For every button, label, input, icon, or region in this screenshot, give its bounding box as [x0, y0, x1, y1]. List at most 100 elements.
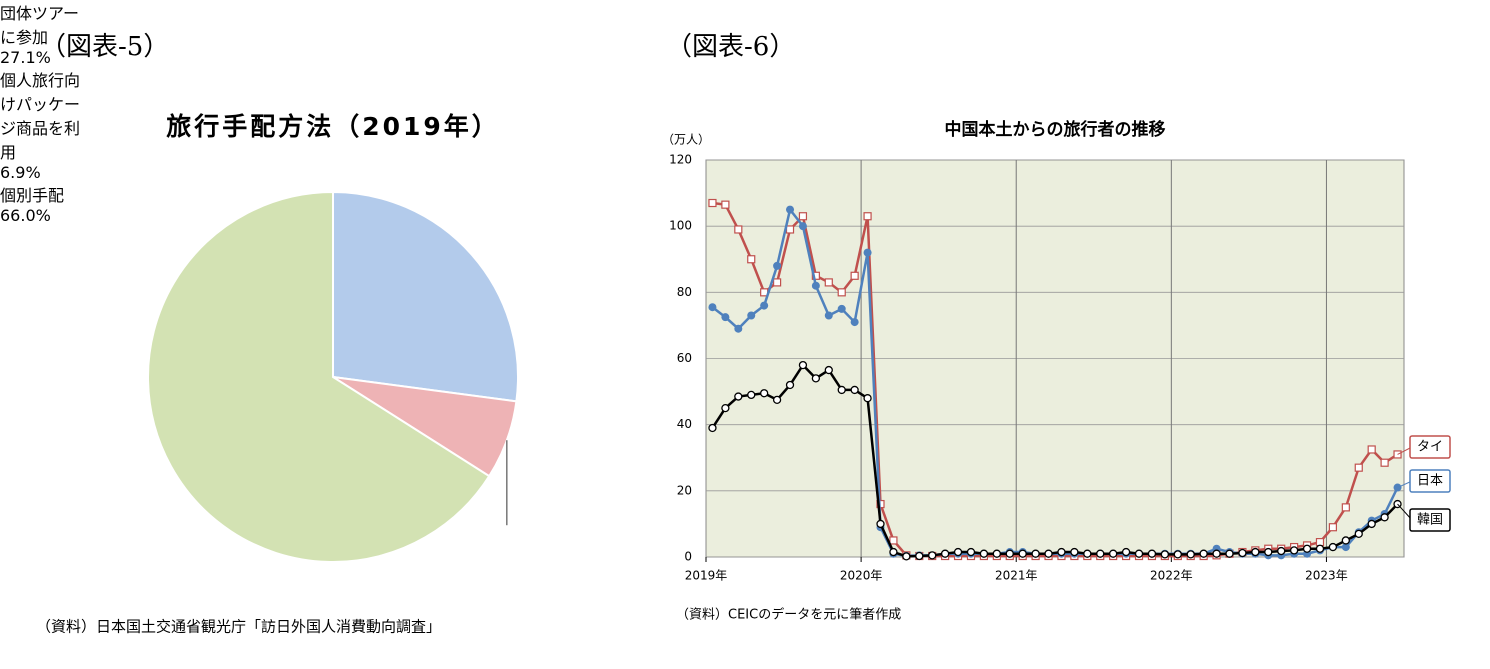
- chart-title: 旅行手配方法（2019年）: [166, 112, 500, 141]
- data-point: [1096, 549, 1105, 558]
- data-point: [811, 374, 821, 383]
- data-point: [1354, 529, 1363, 538]
- data-point: [785, 380, 795, 390]
- data-point: [1302, 544, 1312, 553]
- data-point: [889, 536, 898, 545]
- slice-name: 団体ツアーに参加: [0, 4, 80, 47]
- data-point: [1031, 549, 1040, 558]
- data-point: [760, 389, 769, 398]
- data-point: [708, 303, 717, 312]
- data-point: [721, 313, 730, 322]
- series-label: タイ: [1417, 440, 1443, 455]
- data-point: [772, 395, 782, 405]
- data-point: [1160, 550, 1170, 559]
- y-tick-label: 100: [669, 219, 692, 233]
- y-tick-label: 80: [677, 285, 692, 299]
- data-point: [1134, 549, 1144, 558]
- data-point: [928, 551, 937, 560]
- data-point: [811, 281, 820, 290]
- data-point: [837, 288, 846, 297]
- slice-name: 個別手配: [0, 186, 65, 205]
- data-point: [863, 248, 872, 257]
- data-point: [1315, 544, 1325, 553]
- x-tick-label: 2021年: [995, 569, 1038, 583]
- data-point: [1186, 550, 1195, 559]
- data-point: [1315, 538, 1325, 547]
- series-label: 韓国: [1417, 513, 1443, 528]
- data-point: [811, 271, 820, 280]
- data-point: [1121, 547, 1131, 557]
- slice-value: 27.1%: [0, 48, 51, 67]
- source-note: （資料）CEICのデータを元に筆者作成: [676, 607, 901, 623]
- data-point: [902, 552, 911, 561]
- data-point: [1341, 536, 1350, 545]
- data-point: [1199, 549, 1208, 558]
- data-point: [708, 423, 717, 433]
- data-point: [773, 261, 782, 270]
- data-point: [1005, 549, 1014, 558]
- data-point: [966, 547, 976, 557]
- data-point: [1380, 513, 1389, 522]
- data-point: [940, 549, 950, 558]
- data-point: [1238, 548, 1247, 558]
- data-point: [747, 390, 756, 400]
- source-note: （資料）日本国土交通省観光庁「訪日外国人消費動向調査」: [36, 618, 441, 636]
- data-point: [824, 311, 833, 320]
- figure-label: （図表-5）: [40, 32, 169, 62]
- data-point: [915, 551, 924, 561]
- data-point: [1277, 546, 1286, 556]
- data-point: [837, 385, 846, 395]
- data-point: [1341, 543, 1350, 552]
- data-point: [734, 324, 743, 333]
- figure-label: （図表-6）: [666, 32, 795, 62]
- series-label-box: [1409, 508, 1451, 532]
- data-point: [979, 549, 989, 558]
- data-point: [1225, 549, 1234, 558]
- data-point: [734, 392, 743, 401]
- data-point: [708, 198, 717, 208]
- data-point: [760, 301, 769, 310]
- data-point: [798, 222, 807, 231]
- series-label-box: [1409, 469, 1451, 493]
- data-point: [1380, 458, 1389, 467]
- x-tick-label: 2023年: [1305, 569, 1348, 583]
- data-point: [1018, 549, 1027, 558]
- data-point: [824, 365, 833, 375]
- y-tick-label: 20: [677, 483, 692, 497]
- data-point: [850, 385, 859, 395]
- data-point: [1083, 549, 1092, 558]
- data-point: [1264, 547, 1273, 557]
- data-point: [1147, 549, 1157, 558]
- pie-slice: [147, 190, 491, 563]
- y-tick-label: 40: [677, 417, 692, 431]
- data-point: [850, 271, 859, 280]
- data-point: [798, 212, 808, 221]
- data-point: [747, 311, 756, 320]
- slice-name: 個人旅行向けパッケージ商品を利用: [0, 71, 81, 162]
- data-point: [824, 278, 833, 287]
- data-point: [1212, 549, 1221, 558]
- data-point: [1289, 546, 1299, 555]
- slice-value: 6.9%: [0, 163, 41, 182]
- slice-value: 66.0%: [0, 206, 51, 225]
- data-point: [1354, 463, 1363, 472]
- data-point: [1328, 523, 1338, 532]
- data-point: [1044, 549, 1053, 558]
- series-label-box: [1409, 435, 1451, 459]
- data-point: [1367, 519, 1376, 529]
- x-tick-label: 2022年: [1150, 569, 1193, 583]
- y-unit-label: （万人）: [662, 133, 710, 147]
- data-point: [721, 403, 730, 413]
- chart-title: 中国本土からの旅行者の推移: [945, 119, 1166, 140]
- y-tick-label: 60: [677, 351, 692, 365]
- data-point: [1057, 547, 1066, 557]
- y-tick-label: 120: [669, 153, 692, 167]
- data-point: [734, 225, 743, 234]
- data-point: [953, 547, 963, 557]
- slice-label: 個別手配 66.0%: [0, 182, 90, 225]
- data-point: [785, 225, 795, 234]
- data-point: [876, 519, 885, 529]
- data-point: [1109, 549, 1118, 558]
